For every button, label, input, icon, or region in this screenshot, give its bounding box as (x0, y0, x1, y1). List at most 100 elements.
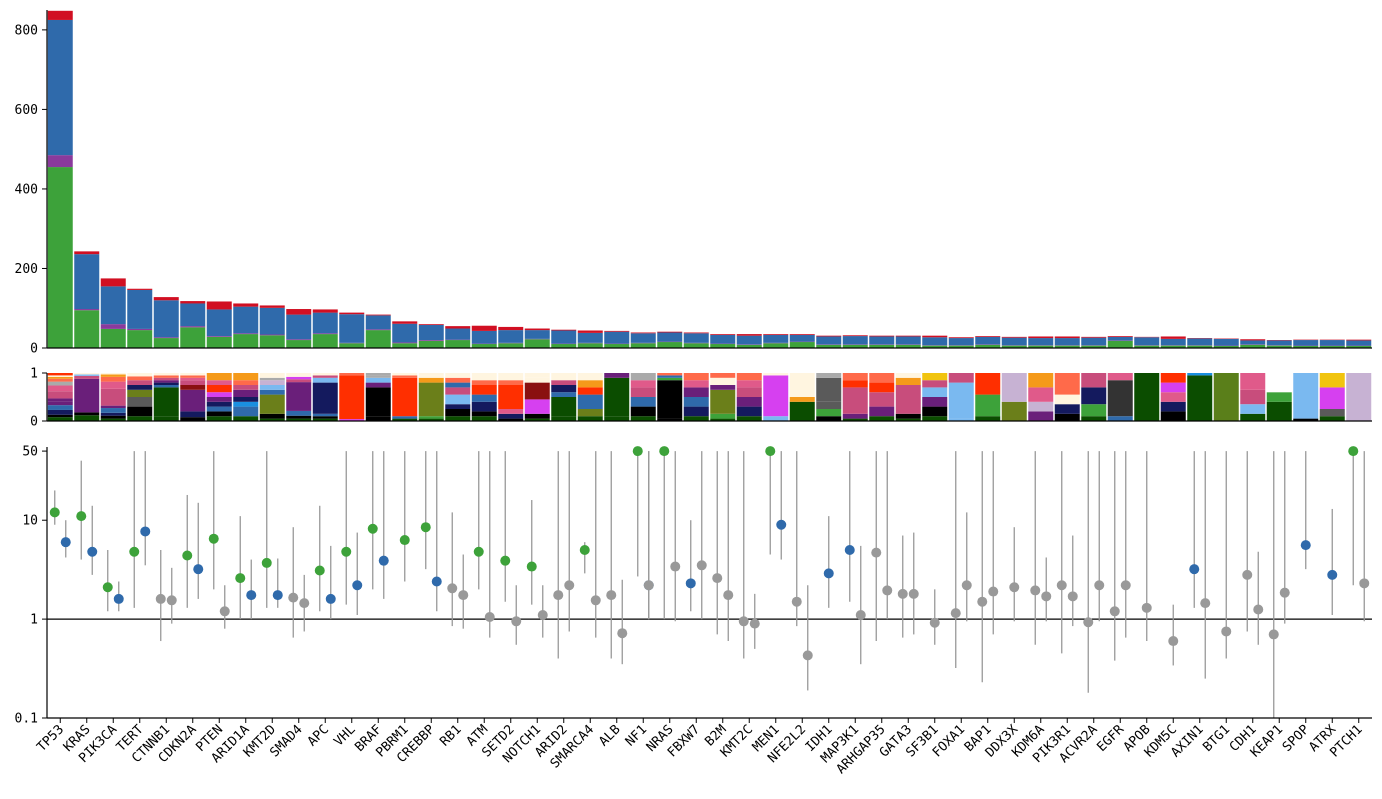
fraction-bar-fbxw7-1 (683, 406, 709, 417)
count-bar-spop-2 (1293, 340, 1319, 346)
count-bar-cdh1-3 (1240, 339, 1266, 341)
odds-point-egfr (1109, 606, 1120, 617)
fraction-bar-tert-3 (127, 389, 153, 397)
count-bar-vhl-3 (339, 312, 365, 315)
count-bar-pbrm1-3 (392, 321, 418, 324)
fraction-bar-map3k1-1 (842, 413, 868, 419)
fraction-bar-pik3ca-1 (100, 415, 126, 419)
fraction-bar-arhgap35-3 (869, 382, 895, 393)
fraction-bar-kras-0 (74, 415, 100, 421)
fraction-bar-kdm5c-0 (1160, 411, 1186, 421)
count-bar-crebbp-0 (418, 340, 444, 348)
fraction-bar-tp53-9 (47, 378, 73, 382)
fraction-bar-rb1-7 (445, 373, 471, 378)
fraction-bar-nf1-5 (630, 373, 656, 381)
odds-point-spop (1300, 540, 1311, 551)
count-bar-ctnnb1-3 (153, 297, 179, 301)
fraction-bar-atm-5 (471, 380, 497, 385)
odds-point-bap1 (988, 586, 999, 597)
fraction-bar-pik3r1-2 (1054, 394, 1080, 405)
count-bar-alb-0 (604, 344, 630, 348)
count-bar-b2m-2 (710, 334, 736, 344)
odds-point-foxa1 (961, 580, 972, 591)
fraction-bar-pten-5 (206, 392, 232, 397)
count-bar-fbxw7-0 (683, 343, 709, 348)
count-bar-apc-3 (312, 309, 338, 313)
odds-point-ptch1 (1359, 578, 1370, 589)
odds-point-foxa1 (950, 608, 961, 619)
count-bar-cdkn2a-3 (180, 301, 206, 304)
odds-point-apc (314, 565, 325, 576)
odds-point-egfr (1120, 580, 1131, 591)
fraction-bar-apc-2 (312, 413, 338, 417)
fraction-bar-notch1-1 (524, 413, 550, 419)
fraction-bar-setd2-0 (498, 418, 524, 421)
count-bar-map3k1-3 (842, 335, 868, 337)
odds-point-braf (367, 523, 378, 534)
count-bar-kras-2 (74, 254, 100, 310)
fraction-bar-tert-1 (127, 406, 153, 417)
odds-point-kdm6a (1030, 585, 1041, 596)
fraction-bar-tert-2 (127, 397, 153, 407)
odds-point-fbxw7 (685, 578, 696, 589)
gene-label-btg1: BTG1 (1200, 722, 1233, 755)
fraction-bar-kdm6a-0 (1028, 411, 1054, 421)
fraction-bar-tp53-0 (47, 417, 73, 421)
fraction-bar-ctnnb1-1 (153, 387, 179, 417)
fraction-bar-arid1a-5 (233, 385, 259, 390)
fraction-bar-ctnnb1-4 (153, 380, 179, 383)
count-bar-nras-3 (657, 331, 683, 333)
odds-point-smad4 (288, 592, 299, 603)
odds-point-ctnnb1 (166, 595, 177, 606)
count-tick-label: 400 (15, 182, 38, 197)
fraction-bar-arid2-2 (551, 392, 577, 397)
count-bar-braf-0 (365, 330, 391, 348)
fraction-bar-arhgap35-4 (869, 373, 895, 383)
odds-point-nfe2l2 (791, 596, 802, 607)
count-bar-arhgap35-0 (869, 344, 895, 348)
fraction-bar-pten-8 (206, 373, 232, 381)
fraction-bar-map3k1-4 (842, 373, 868, 381)
count-bar-crebbp-1 (418, 340, 444, 341)
odds-point-bap1 (977, 596, 988, 607)
odds-point-cdkn2a (182, 550, 193, 561)
odds-point-braf (378, 555, 389, 566)
fraction-bar-sf3b1-5 (922, 373, 948, 381)
fraction-bar-ctnnb1-5 (153, 377, 179, 381)
odds-point-rb1 (458, 590, 469, 601)
odds-point-keap1 (1279, 587, 1290, 598)
odds-point-apc (325, 593, 336, 604)
count-bar-keap1-0 (1266, 345, 1292, 348)
fraction-bar-sf3b1-3 (922, 387, 948, 397)
fraction-bar-kdm6a-1 (1028, 401, 1054, 412)
fraction-bar-atrx-0 (1319, 416, 1345, 421)
fraction-bar-ddx3x-1 (1001, 373, 1027, 402)
count-bar-bap1-2 (975, 336, 1001, 345)
fraction-bar-pik3ca-8 (100, 374, 126, 377)
fraction-bar-pik3ca-5 (100, 388, 126, 406)
fraction-bar-idh1-3 (816, 377, 842, 402)
count-bar-pik3ca-2 (100, 286, 126, 325)
odds-point-tert (129, 546, 140, 557)
fraction-bar-braf-2 (365, 382, 391, 388)
fraction-bar-arid1a-6 (233, 380, 259, 385)
count-bar-ptch1-3 (1346, 339, 1372, 341)
count-bar-b2m-0 (710, 344, 736, 348)
count-bar-tert-1 (127, 328, 153, 331)
fraction-bar-arhgap35-2 (869, 392, 895, 407)
odds-point-alb (606, 590, 617, 601)
odds-point-ctnnb1 (155, 593, 166, 604)
odds-point-axin1 (1200, 598, 1211, 609)
odds-point-btg1 (1221, 626, 1232, 637)
fraction-bar-gata3-3 (895, 377, 921, 385)
count-bar-tert-3 (127, 288, 153, 290)
fraction-bar-smarca4-3 (577, 387, 603, 395)
count-bar-notch1-3 (524, 328, 550, 331)
count-bar-kmt2c-2 (736, 335, 762, 345)
count-bar-tp53-2 (47, 19, 73, 156)
odds-point-atm (473, 546, 484, 557)
fraction-bar-vhl-2 (339, 373, 365, 376)
fraction-bar-gata3-4 (895, 373, 921, 378)
fraction-bar-tp53-10 (47, 376, 73, 379)
count-bar-apob-2 (1134, 337, 1160, 346)
